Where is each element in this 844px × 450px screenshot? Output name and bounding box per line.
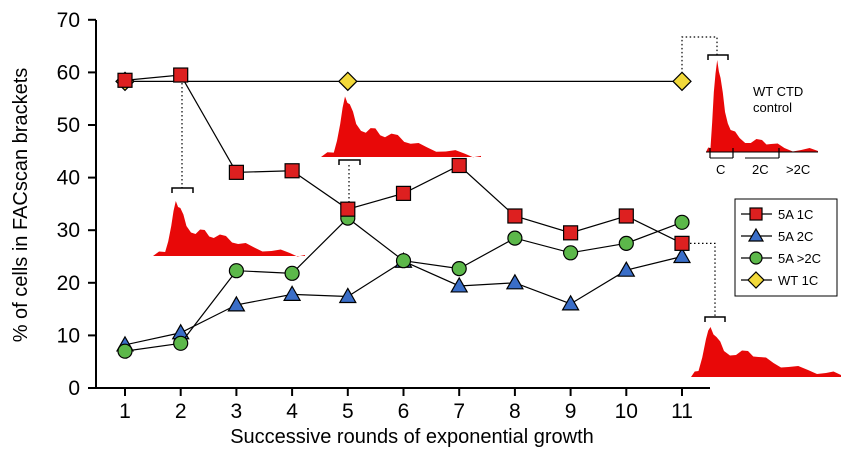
data-point [227,295,246,312]
wt-label-c: C [716,162,725,177]
series-layer [115,67,692,359]
data-point [228,164,244,180]
connector-round11 [682,242,716,317]
bracket-round11 [704,316,726,322]
y-tick-label: 70 [57,9,80,32]
series-5a-1c [117,67,690,251]
wt-inset-title-2: control [753,100,792,115]
series-wt-1c [115,71,692,92]
legend-marker [749,251,763,265]
series-line [124,74,683,244]
data-point [395,185,412,201]
legend: 5A 1C 5A 2C 5A >2C WT 1C [734,198,838,297]
data-point [507,230,523,246]
series-5a-2c [117,210,690,359]
histogram-wt-control [706,60,818,152]
data-point [340,201,356,217]
data-point [228,263,244,279]
wt-inset-title-1: WT CTD [753,84,803,99]
x-tick-label: 1 [119,400,131,423]
histogram-round11 [691,327,841,377]
legend-marker [749,207,763,221]
data-point [672,247,692,264]
x-tick-label: 7 [453,400,465,423]
x-tick-label: 3 [231,400,243,423]
data-point [505,273,524,290]
x-tick-label: 10 [615,400,638,423]
legend-marker [747,271,765,289]
data-point [672,71,692,92]
data-point [173,335,189,351]
x-axis-title: Successive rounds of exponential growth [230,426,594,448]
y-axis-title: % of cells in FACscan brackets [10,68,32,343]
legend-label: 5A 1C [778,207,813,222]
y-tick-label: 10 [57,324,80,347]
wt-label-2c: 2C [752,162,769,177]
data-point [173,67,189,83]
legend-label: WT 1C [778,273,818,288]
data-point [562,245,579,261]
data-point [117,72,133,88]
y-tick-label: 30 [57,219,80,242]
x-tick-label: 9 [565,400,577,423]
y-tick-label: 60 [57,61,80,84]
data-point [283,285,302,301]
x-tick-label: 8 [509,400,521,423]
y-tick-label: 0 [68,377,80,400]
axes: 0 10 20 30 40 50 60 70 1 2 3 4 5 6 7 8 9 10 11 Successive… [10,9,710,448]
data-point [338,287,357,304]
data-point [561,294,580,311]
histogram-round2 [153,201,305,257]
x-tick-label: 11 [671,400,693,423]
data-point [451,260,467,277]
data-point [618,235,634,251]
data-point [674,214,690,230]
histogram-round5 [321,96,481,158]
data-point [337,71,358,92]
data-point [117,343,133,359]
data-point [617,260,636,277]
data-point [450,276,469,293]
x-tick-label: 5 [342,400,354,423]
data-point [451,157,467,174]
x-ticks: 1 2 3 4 5 6 7 8 9 10 11 [119,388,693,423]
wt-label-gt2c: >2C [786,162,810,177]
x-tick-label: 6 [398,400,410,423]
data-point [284,163,300,179]
legend-marker [747,227,765,242]
data-point [507,208,523,224]
series-line [124,255,683,346]
bracket-wt-control [707,54,729,60]
y-tick-label: 50 [57,114,80,137]
data-point [395,253,412,269]
y-tick-label: 20 [57,272,80,295]
legend-label: 5A >2C [778,251,821,266]
legend-label: 5A 2C [778,229,813,244]
bracket-round5 [338,159,361,165]
bracket-round2 [171,187,194,193]
x-tick-label: 2 [175,400,187,423]
data-point [674,235,690,251]
data-point [562,225,579,241]
connector-wt [681,36,718,82]
data-point [618,208,634,224]
x-tick-label: 4 [286,400,298,423]
y-ticks: 0 10 20 30 40 50 60 70 [57,9,96,400]
data-point [284,265,300,281]
y-tick-label: 40 [57,167,80,190]
